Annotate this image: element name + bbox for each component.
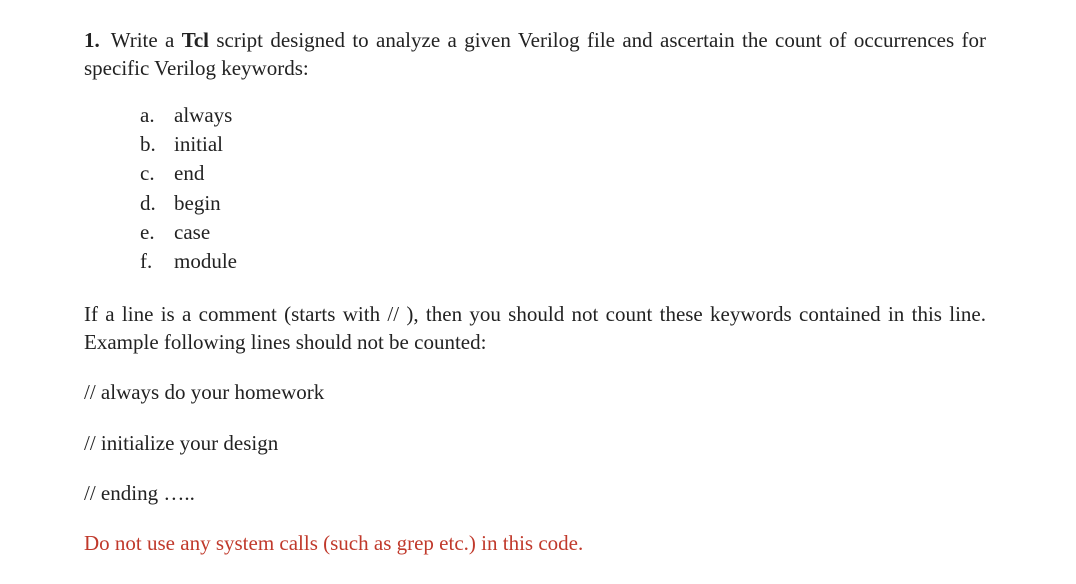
list-item: f. module bbox=[140, 247, 986, 275]
list-item: d. begin bbox=[140, 189, 986, 217]
list-item: a. always bbox=[140, 101, 986, 129]
list-marker: f. bbox=[140, 247, 174, 275]
tcl-keyword: Tcl bbox=[182, 28, 209, 52]
list-item: b. initial bbox=[140, 130, 986, 158]
warning-text: Do not use any system calls (such as gre… bbox=[84, 529, 986, 557]
list-text: end bbox=[174, 159, 204, 187]
question-lead-in: Write a bbox=[111, 28, 182, 52]
list-marker: b. bbox=[140, 130, 174, 158]
list-text: module bbox=[174, 247, 237, 275]
keyword-list: a. always b. initial c. end d. begin e. … bbox=[140, 101, 986, 276]
list-marker: c. bbox=[140, 159, 174, 187]
list-text: case bbox=[174, 218, 210, 246]
example-line: // ending ….. bbox=[84, 479, 986, 507]
question-paragraph: 1. Write a Tcl script designed to analyz… bbox=[84, 26, 986, 83]
list-text: initial bbox=[174, 130, 223, 158]
question-number: 1. bbox=[84, 28, 100, 52]
list-text: begin bbox=[174, 189, 221, 217]
question-after-tcl: script designed to analyze a given Veril… bbox=[84, 28, 986, 80]
list-marker: a. bbox=[140, 101, 174, 129]
example-line: // always do your homework bbox=[84, 378, 986, 406]
list-marker: d. bbox=[140, 189, 174, 217]
list-marker: e. bbox=[140, 218, 174, 246]
list-item: c. end bbox=[140, 159, 986, 187]
example-line: // initialize your design bbox=[84, 429, 986, 457]
list-text: always bbox=[174, 101, 232, 129]
comment-rule: If a line is a comment (starts with // )… bbox=[84, 300, 986, 357]
page-content: 1. Write a Tcl script designed to analyz… bbox=[0, 0, 1076, 578]
list-item: e. case bbox=[140, 218, 986, 246]
